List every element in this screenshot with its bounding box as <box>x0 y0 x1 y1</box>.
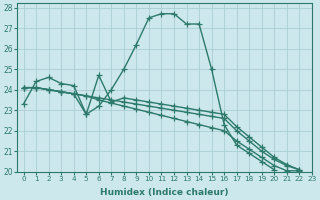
X-axis label: Humidex (Indice chaleur): Humidex (Indice chaleur) <box>100 188 229 197</box>
